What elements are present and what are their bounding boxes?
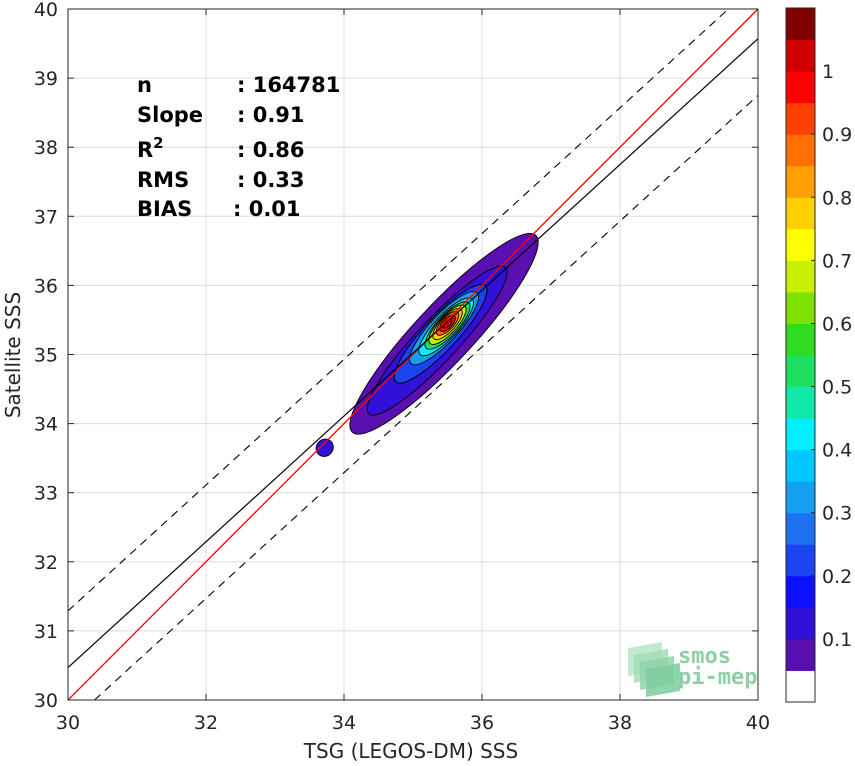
y-tick-label: 38 [34, 137, 58, 159]
density-contours [315, 232, 539, 457]
colorbar-band [786, 386, 815, 419]
y-tick-label: 36 [34, 275, 58, 297]
identity-line [67, 8, 759, 701]
colorbar-band [786, 449, 815, 482]
colorbar-band [786, 260, 815, 293]
x-tick-label: 36 [470, 712, 494, 734]
stat-value-bias: : 0.01 [233, 197, 301, 221]
y-tick-label: 33 [34, 483, 58, 505]
logo-icon [628, 642, 680, 697]
colorbar-tick-label: 0.2 [822, 566, 852, 588]
y-tick-label: 35 [34, 345, 58, 367]
colorbar-band [786, 8, 815, 41]
colorbar-band [786, 39, 815, 72]
y-tick-label: 31 [34, 621, 58, 643]
upper-bound-line [67, 8, 729, 612]
lower-bound-line [94, 94, 759, 701]
colorbar-band [786, 134, 815, 167]
stat-label-rms: RMS [137, 168, 189, 192]
colorbar-band [786, 670, 815, 703]
colorbar-band [786, 323, 815, 356]
y-tick-label: 40 [34, 0, 58, 21]
logo-text-line1: smos [678, 644, 731, 669]
colorbar-tick-label: 0.1 [822, 629, 852, 651]
x-axis-label: TSG (LEGOS-DM) SSS [303, 739, 518, 763]
x-tick-label: 38 [608, 712, 632, 734]
colorbar-band [786, 71, 815, 104]
stat-label-slope: Slope [137, 103, 203, 127]
colorbar-band [786, 228, 815, 261]
logo-layer [646, 663, 680, 697]
stat-value-r: : 0.86 [237, 138, 305, 162]
colorbar-band [786, 165, 815, 198]
colorbar-frame [785, 7, 816, 703]
y-tick-label: 37 [34, 206, 58, 228]
regression-lines [67, 8, 759, 701]
stat-superscript: 2 [153, 134, 163, 152]
y-axis-ticks: 30 31 32 33 34 35 36 37 38 39 40 [34, 0, 758, 712]
stat-label-n: n [137, 73, 152, 97]
y-tick-label: 30 [34, 690, 58, 712]
y-tick-label: 39 [34, 68, 58, 90]
colorbar-band [786, 418, 815, 451]
colorbar-band [786, 355, 815, 388]
colorbar-tick-label: 0.7 [822, 250, 852, 272]
colorbar-band [786, 102, 815, 135]
x-axis-ticks: 30 32 34 36 38 40 [56, 9, 770, 734]
stats-block: n : 164781 Slope : 0.91 R2 : 0.86 RMS : 0.33 BIA… [137, 73, 340, 221]
colorbar-tick-label: 0.4 [822, 440, 852, 462]
x-tick-label: 32 [194, 712, 218, 734]
colorbar-tick-label: 0.3 [822, 503, 852, 525]
colorbar-band [786, 291, 815, 324]
y-tick-label: 32 [34, 552, 58, 574]
x-tick-label: 34 [332, 712, 356, 734]
colorbar-tick-label: 0.9 [822, 124, 852, 146]
x-tick-label: 40 [746, 712, 770, 734]
colorbar-band [786, 638, 815, 671]
contour-level-0.95 [442, 318, 453, 329]
stat-value-slope: : 0.91 [237, 103, 305, 127]
stat-value-rms: : 0.33 [237, 168, 305, 192]
colorbar-band [786, 544, 815, 577]
colorbar: 0.1 0.2 0.3 0.4 0.5 0.6 0.7 0.8 0.9 1 [785, 7, 852, 703]
stat-label-r: R2 [137, 134, 164, 162]
colorbar-tick-label: 0.8 [822, 187, 852, 209]
colorbar-band [786, 607, 815, 640]
stat-value-n: : 164781 [237, 73, 340, 97]
contour-small-blob [315, 438, 334, 457]
colorbar-tick-label: 1 [822, 61, 834, 83]
logo-text-line2: pi-mep [678, 665, 757, 690]
x-tick-label: 30 [56, 712, 80, 734]
colorbar-tick-label: 0.6 [822, 313, 852, 335]
colorbar-band [786, 481, 815, 514]
colorbar-band [786, 512, 815, 545]
y-axis-label: Satellite SSS [1, 292, 25, 418]
colorbar-tick-label: 0.5 [822, 377, 852, 399]
colorbar-band [786, 575, 815, 608]
y-tick-label: 34 [34, 414, 58, 436]
fit-line [67, 38, 759, 668]
stat-label-bias: BIAS [137, 197, 192, 221]
colorbar-band [786, 197, 815, 230]
